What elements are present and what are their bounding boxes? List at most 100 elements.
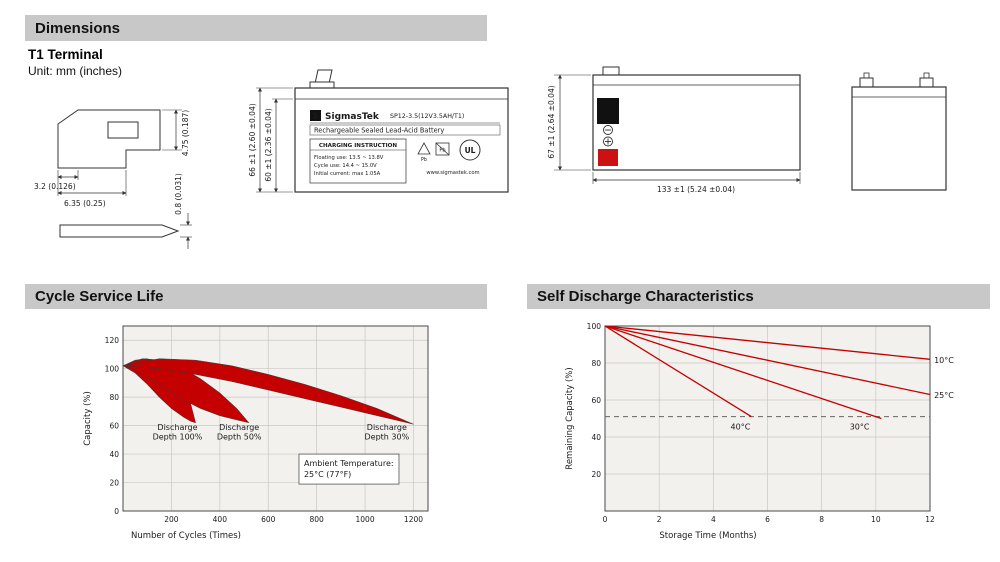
annotation-text: 25°C (77°F) <box>304 470 351 479</box>
section-header-dimensions: Dimensions <box>25 15 487 41</box>
series-label: 40°C <box>731 423 751 432</box>
battery-end-view <box>851 72 947 191</box>
side-case-outline <box>554 66 801 184</box>
dim-terminal-height: 4.75 (0.187) <box>181 110 190 156</box>
x-tick-label: 8 <box>819 515 824 524</box>
plus-symbol-icon <box>603 136 613 147</box>
website-text: www.sigmastek.com <box>426 170 479 176</box>
pb-label-1: Pb <box>421 157 427 163</box>
charging-line-1: Floating use: 13.5 ~ 13.8V <box>314 155 384 161</box>
y-tick-label: 120 <box>105 336 120 345</box>
x-tick-label: 6 <box>765 515 770 524</box>
brand-name: SigmasTek <box>325 112 380 122</box>
y-axis-label: Remaining Capacity (%) <box>565 367 575 469</box>
band-label: Depth 100% <box>153 432 203 441</box>
y-tick-label: 100 <box>587 322 602 331</box>
pb-label-2: Pb <box>439 148 445 154</box>
battery-side-view: 67 ±1 (2.64 ±0.04) 133 ±1 (5.24 ±0.04) <box>547 66 801 194</box>
series-label: 25°C <box>934 391 954 400</box>
x-tick-label: 1000 <box>356 515 375 524</box>
terminal-detail-drawing: 4.75 (0.187) 3.2 (0.126) 6.35 (0.25) 0.8… <box>34 109 192 249</box>
dim-side-length: 133 ±1 (5.24 ±0.04) <box>657 185 735 194</box>
dim-terminal-blade-width: 6.35 (0.25) <box>64 199 106 208</box>
plot-frame <box>604 325 931 512</box>
series-label: 10°C <box>934 356 954 365</box>
y-tick-label: 20 <box>109 478 119 487</box>
front-case-outline <box>256 69 509 193</box>
charging-instruction-box <box>309 138 407 184</box>
series-line-40-c <box>604 325 752 418</box>
terminal-type-title: T1 Terminal <box>28 47 103 62</box>
terminal-outline <box>57 109 192 249</box>
x-tick-label: 2 <box>657 515 662 524</box>
y-tick-label: 40 <box>591 433 601 442</box>
band-label: Depth 50% <box>217 432 262 441</box>
positive-terminal-marker <box>598 149 618 166</box>
series-label: 30°C <box>850 423 870 432</box>
section-title-self-discharge: Self Discharge Characteristics <box>537 288 754 305</box>
y-axis-label: Capacity (%) <box>83 391 93 446</box>
minus-symbol-icon <box>603 125 613 135</box>
plot-frame <box>122 325 429 512</box>
section-header-self-discharge: Self Discharge Characteristics <box>527 284 990 309</box>
ul-label: UL <box>465 146 476 155</box>
brand-logo-icon <box>310 110 321 121</box>
battery-front-view: 66 ±1 (2.60 ±0.04) 60 ±1 (2.36 ±0.04) S … <box>248 69 509 193</box>
x-tick-label: 800 <box>309 515 324 524</box>
x-tick-label: 12 <box>925 515 935 524</box>
x-axis-label: Number of Cycles (Times) <box>131 531 241 541</box>
unit-note: Unit: mm (inches) <box>28 64 123 78</box>
x-tick-label: 400 <box>213 515 228 524</box>
series-line-10-c <box>604 325 931 360</box>
end-terminal-right <box>919 77 934 88</box>
charging-line-3: Initial current: max 1.05A <box>314 171 381 177</box>
front-terminal-tab <box>313 69 333 89</box>
cycle-service-life-chart: 200 400 600 800 1000 1200 0 20 40 60 80 100 120 Numbe… <box>83 325 429 541</box>
terminal-blade-profile <box>59 224 180 238</box>
charging-line-2: Cycle use: 14.4 ~ 15.0V <box>314 163 377 169</box>
crossed-pb-icon <box>435 142 450 156</box>
band-label: Discharge <box>157 423 197 432</box>
model-number: SP12-3.5(12V3.5AH/T1) <box>390 113 464 120</box>
negative-terminal-marker <box>597 98 619 124</box>
band-discharge-depth-30- <box>122 358 414 425</box>
band-label: Depth 30% <box>364 432 409 441</box>
dim-terminal-tab-width: 3.2 (0.126) <box>34 182 76 191</box>
y-tick-label: 80 <box>109 393 119 402</box>
x-tick-label: 600 <box>261 515 276 524</box>
charging-instruction-title: CHARGING INSTRUCTION <box>319 143 398 149</box>
y-tick-label: 20 <box>591 470 601 479</box>
dim-front-inner-height: 60 ±1 (2.36 ±0.04) <box>264 108 273 181</box>
x-tick-label: 4 <box>711 515 716 524</box>
annotation-box <box>298 453 400 485</box>
y-tick-label: 60 <box>109 421 119 430</box>
ul-mark-icon <box>459 139 481 161</box>
battery-label: S SigmasTek SP12-3.5(12V3.5AH/T1) Rechar… <box>309 110 501 184</box>
y-tick-label: 100 <box>105 364 120 373</box>
x-axis-label: Storage Time (Months) <box>659 531 756 541</box>
section-title-dimensions: Dimensions <box>35 19 121 37</box>
series-line-25-c <box>604 325 931 396</box>
dim-side-height: 67 ±1 (2.64 ±0.04) <box>547 85 556 158</box>
dim-terminal-thickness: 0.8 (0.031) <box>174 173 183 215</box>
x-tick-label: 1200 <box>404 515 423 524</box>
recycle-icon <box>417 142 431 155</box>
battery-type-text: Rechargeable Sealed Lead-Acid Battery <box>314 127 444 135</box>
y-tick-label: 60 <box>591 396 601 405</box>
side-terminal-tab <box>602 66 620 76</box>
dim-front-outer-height: 66 ±1 (2.60 ±0.04) <box>248 103 257 176</box>
end-case-outline <box>851 72 947 191</box>
x-tick-label: 10 <box>871 515 881 524</box>
brand-logo-letter: S <box>313 112 319 121</box>
end-terminal-left <box>859 77 874 88</box>
band-label: Discharge <box>219 423 259 432</box>
x-tick-label: 200 <box>164 515 179 524</box>
annotation-text: Ambient Temperature: <box>304 459 394 468</box>
series-line-30-c <box>604 325 882 420</box>
x-tick-label: 0 <box>603 515 608 524</box>
section-title-cycle-life: Cycle Service Life <box>35 288 164 305</box>
y-tick-label: 80 <box>591 359 601 368</box>
section-header-cycle-life: Cycle Service Life <box>25 284 487 309</box>
self-discharge-chart: 0 2 4 6 8 10 12 20 40 60 80 100 Storage Time (Months… <box>565 322 954 541</box>
